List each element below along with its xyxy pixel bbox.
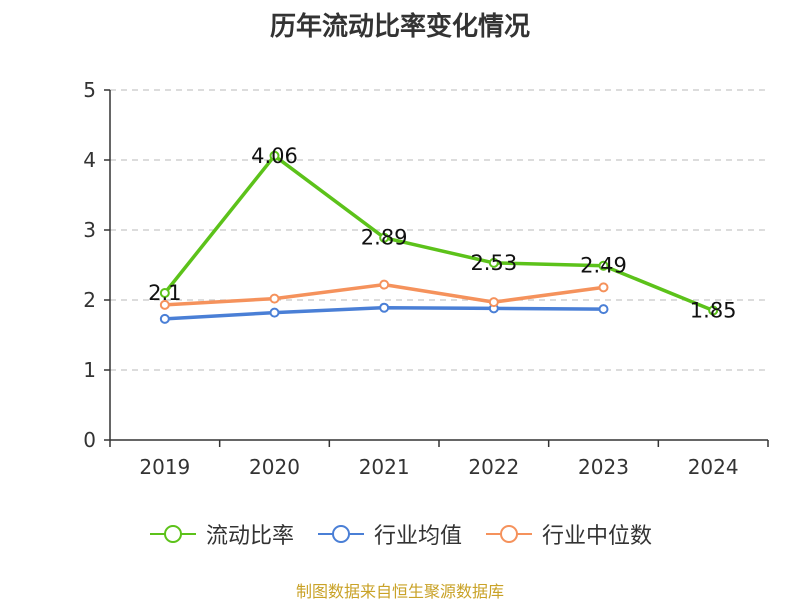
series-2-point-2019	[159, 299, 170, 310]
data-label-2021: 2.89	[361, 226, 408, 250]
legend-marker-current-ratio-icon	[149, 525, 196, 543]
chart-title: 历年流动比率变化情况	[269, 12, 530, 42]
data-label-2020: 4.06	[251, 144, 298, 168]
legend-marker-industry-median-icon	[486, 525, 532, 543]
series-0-line	[163, 154, 714, 313]
data-source-note: 制图数据来自恒生聚源数据库	[295, 582, 504, 601]
series-2-point-2021	[379, 279, 390, 290]
legend-marker-industry-mean-icon	[317, 525, 364, 543]
data-labels: 2.1 4.06 2.89 2.53 2.49 1.85	[148, 144, 736, 323]
data-label-2024: 1.85	[690, 299, 737, 323]
series-1-point-2021	[379, 302, 390, 313]
series-1-point-2020	[269, 307, 280, 318]
legend-label-industry-mean: 行业均值	[373, 524, 462, 549]
x-tick-label-2024: 2024	[688, 455, 739, 479]
series-0-point-2020	[269, 150, 280, 161]
legend: 流动比率 行业均值 行业中位数	[0, 518, 800, 550]
legend-item-current-ratio[interactable]: 流动比率	[148, 518, 294, 550]
data-label-2023: 2.49	[580, 254, 627, 278]
y-tick-label-0: 0	[83, 428, 96, 452]
series-2-point-2023	[598, 282, 609, 293]
legend-item-industry-mean[interactable]: 行业均值	[316, 518, 462, 550]
series-0-point-2023	[598, 260, 609, 271]
series-0-point-2022	[488, 257, 499, 268]
series-1-point-2023	[598, 304, 609, 315]
series-1-point-2019	[159, 313, 170, 324]
y-tick-label-4: 4	[83, 148, 96, 172]
x-tick-label-2019: 2019	[139, 455, 190, 479]
data-label-2022: 2.53	[470, 251, 517, 275]
series-0-point-2021	[379, 232, 390, 243]
legend-label-current-ratio: 流动比率	[205, 524, 294, 549]
series-2-point-2020	[269, 293, 280, 304]
series-lines	[159, 150, 719, 324]
x-tick-label-2021: 2021	[359, 455, 410, 479]
legend-label-industry-median: 行业中位数	[542, 524, 653, 549]
legend-item-industry-median[interactable]: 行业中位数	[484, 518, 652, 550]
y-tick-label-2: 2	[83, 288, 96, 312]
axes: 0 1 2 3 4 5 2019 2020 2021 2022 2023 2024	[83, 78, 769, 479]
data-label-2019: 2.1	[148, 281, 181, 305]
series-2-point-2022	[488, 297, 499, 308]
x-tick-label-2022: 2022	[468, 455, 519, 479]
y-tick-label-1: 1	[83, 358, 96, 382]
series-0-point-2019	[159, 288, 170, 298]
x-tick-label-2020: 2020	[249, 455, 300, 479]
y-tick-label-5: 5	[83, 78, 96, 102]
y-tick-label-3: 3	[83, 218, 96, 242]
series-0-point-2024	[708, 305, 719, 316]
x-tick-label-2023: 2023	[578, 455, 629, 479]
grid-lines	[110, 89, 768, 371]
